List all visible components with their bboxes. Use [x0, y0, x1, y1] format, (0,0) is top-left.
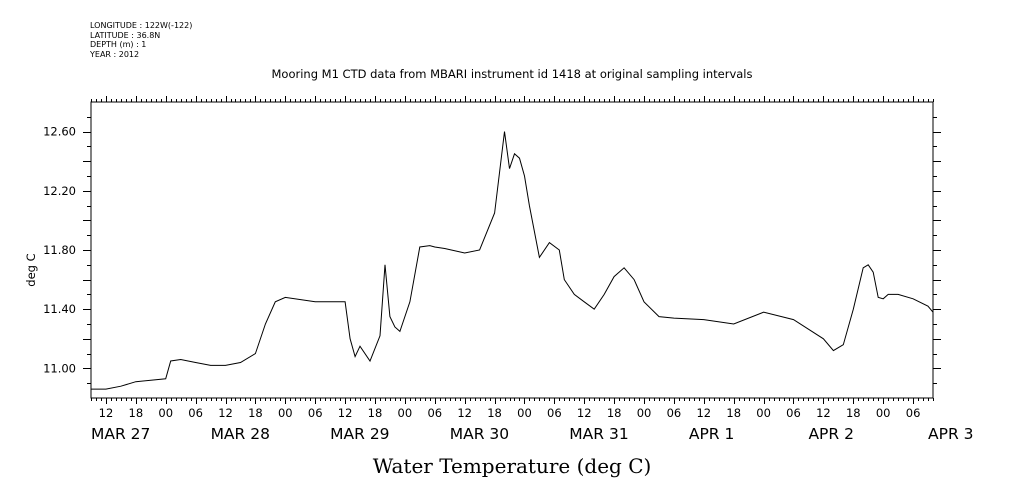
x-hour-tick-label: 18	[607, 406, 622, 420]
x-date-label: MAR 30	[450, 425, 509, 443]
x-hour-tick-label: 00	[158, 406, 173, 420]
year-label: YEAR : 2012	[90, 49, 140, 59]
latitude-label: LATITUDE : 36.8N	[90, 30, 161, 40]
x-date-label: APR 2	[808, 425, 854, 443]
x-hour-tick-label: 12	[457, 406, 472, 420]
x-date-label: APR 3	[928, 425, 974, 443]
x-hour-tick-label: 18	[248, 406, 263, 420]
x-hour-tick-label: 00	[637, 406, 652, 420]
x-hour-tick-label: 06	[308, 406, 323, 420]
depth-label: DEPTH (m) : 1	[90, 40, 147, 49]
y-tick-label: 12.20	[43, 184, 76, 198]
x-hour-tick-label: 06	[188, 406, 203, 420]
x-hour-tick-label: 06	[906, 406, 921, 420]
x-hour-tick-label: 12	[218, 406, 233, 420]
x-hour-tick-label: 12	[99, 406, 114, 420]
y-tick-label: 11.00	[43, 361, 76, 375]
y-axis-title: deg C	[24, 253, 38, 286]
x-date-label: MAR 31	[569, 425, 628, 443]
x-date-label: MAR 29	[330, 425, 389, 443]
x-hour-tick-label: 00	[398, 406, 413, 420]
x-hour-tick-label: 00	[756, 406, 771, 420]
temperature-series-line	[91, 131, 934, 390]
y-tick-label: 11.80	[43, 243, 76, 257]
x-axis-ticks	[91, 96, 934, 404]
x-date-label: MAR 27	[91, 425, 150, 443]
x-hour-tick-label: 00	[278, 406, 293, 420]
y-axis-ticks	[83, 117, 941, 384]
x-hour-tick-label: 18	[487, 406, 502, 420]
x-hour-tick-label: 12	[816, 406, 831, 420]
x-hour-tick-label: 06	[667, 406, 682, 420]
x-hour-tick-label: 12	[577, 406, 592, 420]
x-hour-tick-label: 06	[786, 406, 801, 420]
plot-frame	[90, 101, 934, 399]
x-date-label: MAR 28	[211, 425, 270, 443]
y-tick-label: 11.40	[43, 302, 76, 316]
y-tick-label: 12.60	[43, 125, 76, 139]
longitude-label: LONGITUDE : 122W(-122)	[90, 21, 193, 30]
x-date-label: APR 1	[689, 425, 735, 443]
metadata-block: LONGITUDE : 122W(-122) LATITUDE : 36.8N …	[90, 21, 192, 59]
x-hour-tick-label: 06	[547, 406, 562, 420]
x-hour-tick-label: 00	[517, 406, 532, 420]
x-hour-tick-label: 18	[846, 406, 861, 420]
x-hour-tick-label: 18	[129, 406, 144, 420]
x-hour-tick-label: 12	[696, 406, 711, 420]
x-axis-title: Water Temperature (deg C)	[372, 454, 652, 478]
x-hour-tick-label: 18	[368, 406, 383, 420]
chart-title: Mooring M1 CTD data from MBARI instrumen…	[271, 67, 753, 81]
x-hour-tick-label: 00	[876, 406, 891, 420]
x-hour-tick-label: 18	[726, 406, 741, 420]
x-hour-tick-label: 06	[427, 406, 442, 420]
x-hour-tick-label: 12	[338, 406, 353, 420]
